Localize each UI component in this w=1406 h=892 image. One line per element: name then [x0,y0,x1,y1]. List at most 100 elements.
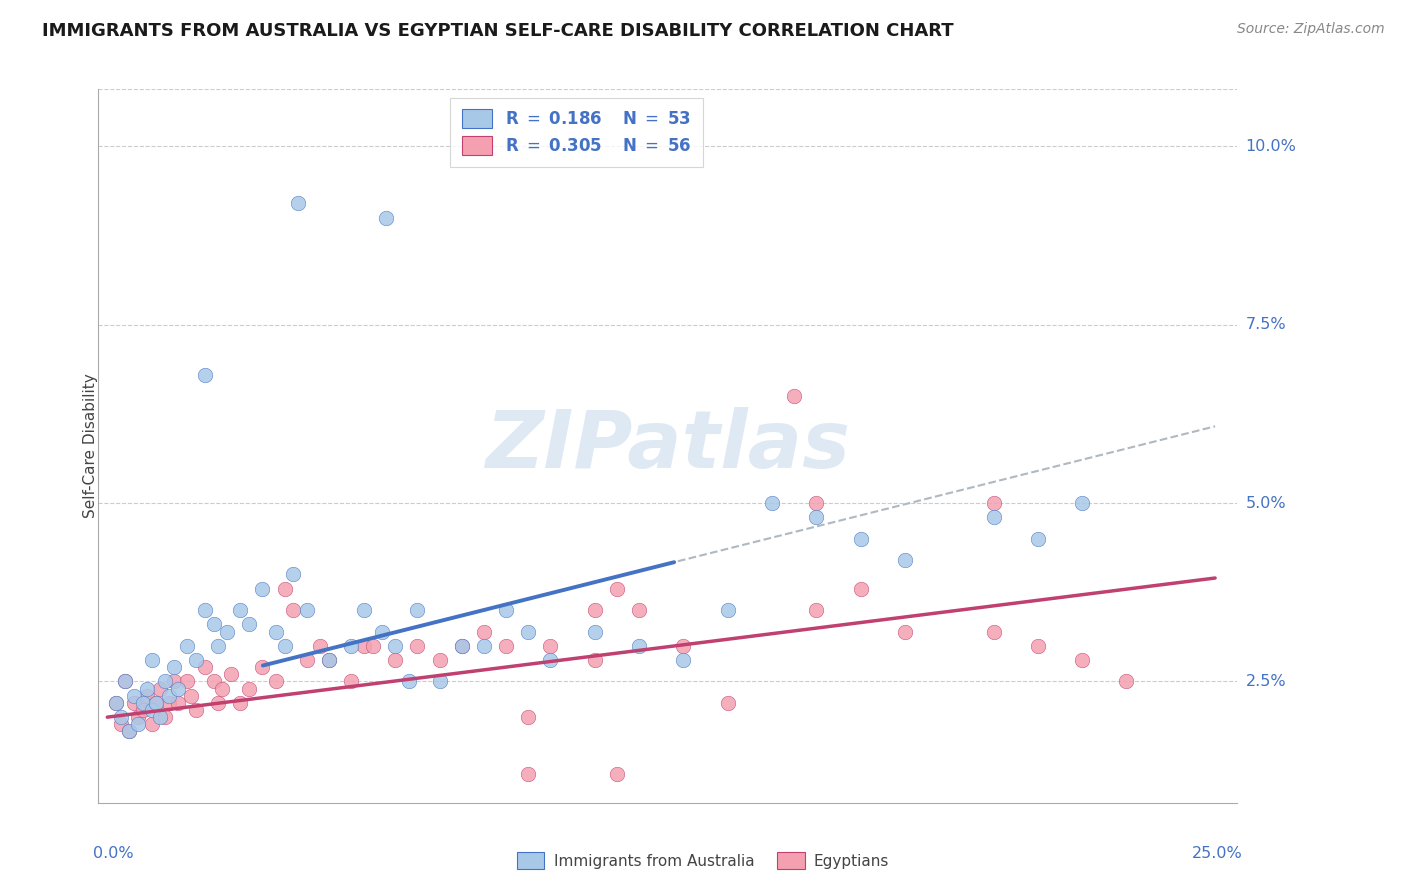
Point [283,567,305,582]
Point [495,639,517,653]
Point [145,696,167,710]
Point [628,603,651,617]
Point [450,639,472,653]
Point [163,660,186,674]
Point [114,674,136,689]
Point [141,717,163,731]
Point [136,689,159,703]
Point [287,196,309,211]
Point [184,653,207,667]
Point [194,368,217,382]
Point [429,674,451,689]
Point [110,710,132,724]
Point [628,639,651,653]
Point [672,653,695,667]
Point [167,681,190,696]
Point [375,211,398,225]
Point [406,603,429,617]
Point [176,674,198,689]
Point [429,653,451,667]
Point [318,653,340,667]
Point [495,603,517,617]
Point [450,639,472,653]
Point [136,681,159,696]
Point [238,617,260,632]
Point [252,582,274,596]
Point [194,603,217,617]
Point [122,696,145,710]
Text: 25.0%: 25.0% [1192,846,1243,861]
Point [153,710,176,724]
Point [221,667,243,681]
Text: 7.5%: 7.5% [1246,318,1286,332]
Point [983,496,1005,510]
Point [149,681,172,696]
Text: 0.0%: 0.0% [93,846,134,861]
Point [672,639,695,653]
Point [114,674,136,689]
Point [207,639,229,653]
Point [717,603,740,617]
Point [110,717,132,731]
Point [118,724,141,739]
Point [167,696,190,710]
Point [806,603,828,617]
Text: ZIPatlas: ZIPatlas [485,407,851,485]
Point [849,532,872,546]
Point [141,653,163,667]
Point [295,653,318,667]
Point [264,624,287,639]
Point [517,624,540,639]
Point [153,674,176,689]
Point [606,582,628,596]
Point [157,696,180,710]
Point [983,510,1005,524]
Point [353,639,375,653]
Point [295,603,318,617]
Point [211,681,233,696]
Point [849,582,872,596]
Point [340,674,363,689]
Legend: $\bf{R}$ $=$ $\bf{0.186}$    $\bf{N}$ $=$ $\bf{53}$, $\bf{R}$ $=$ $\bf{0.305}$  : $\bf{R}$ $=$ $\bf{0.186}$ $\bf{N}$ $=$ $… [450,97,703,167]
Point [149,710,172,724]
Point [1071,496,1094,510]
Point [215,624,238,639]
Point [202,617,225,632]
Point [127,717,149,731]
Point [180,689,202,703]
Point [229,696,252,710]
Point [583,653,606,667]
Point [384,653,406,667]
Point [283,603,305,617]
Point [176,639,198,653]
Legend: Immigrants from Australia, Egyptians: Immigrants from Australia, Egyptians [510,846,896,875]
Point [309,639,332,653]
Point [132,703,155,717]
Point [340,639,363,653]
Point [127,710,149,724]
Point [894,553,917,567]
Point [132,696,155,710]
Point [1115,674,1137,689]
Point [398,674,420,689]
Point [229,603,252,617]
Text: Source: ZipAtlas.com: Source: ZipAtlas.com [1237,22,1385,37]
Point [252,660,274,674]
Text: IMMIGRANTS FROM AUSTRALIA VS EGYPTIAN SELF-CARE DISABILITY CORRELATION CHART: IMMIGRANTS FROM AUSTRALIA VS EGYPTIAN SE… [42,22,953,40]
Point [406,639,429,653]
Point [517,710,540,724]
Text: 5.0%: 5.0% [1246,496,1286,510]
Point [472,624,495,639]
Point [1026,532,1049,546]
Point [273,582,295,596]
Y-axis label: Self-Care Disability: Self-Care Disability [83,374,97,518]
Point [361,639,384,653]
Point [606,767,628,781]
Point [353,603,375,617]
Point [517,767,540,781]
Point [207,696,229,710]
Point [783,389,806,403]
Text: 2.5%: 2.5% [1246,674,1286,689]
Point [145,696,167,710]
Point [583,624,606,639]
